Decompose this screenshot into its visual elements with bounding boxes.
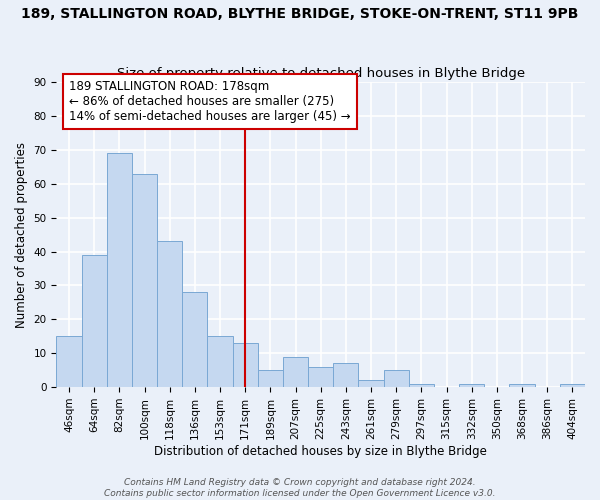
Bar — [82, 255, 107, 387]
Bar — [208, 336, 233, 387]
Text: 189 STALLINGTON ROAD: 178sqm
← 86% of detached houses are smaller (275)
14% of s: 189 STALLINGTON ROAD: 178sqm ← 86% of de… — [69, 80, 350, 124]
Y-axis label: Number of detached properties: Number of detached properties — [15, 142, 28, 328]
Bar — [107, 153, 132, 387]
Title: Size of property relative to detached houses in Blythe Bridge: Size of property relative to detached ho… — [116, 66, 525, 80]
Bar — [56, 336, 82, 387]
Bar — [509, 384, 535, 387]
Bar — [283, 356, 308, 387]
Bar — [308, 367, 333, 387]
Bar — [258, 370, 283, 387]
Text: Contains HM Land Registry data © Crown copyright and database right 2024.
Contai: Contains HM Land Registry data © Crown c… — [104, 478, 496, 498]
Bar — [409, 384, 434, 387]
Text: 189, STALLINGTON ROAD, BLYTHE BRIDGE, STOKE-ON-TRENT, ST11 9PB: 189, STALLINGTON ROAD, BLYTHE BRIDGE, ST… — [22, 8, 578, 22]
Bar — [233, 343, 258, 387]
Bar — [157, 242, 182, 387]
Bar — [383, 370, 409, 387]
Bar — [459, 384, 484, 387]
X-axis label: Distribution of detached houses by size in Blythe Bridge: Distribution of detached houses by size … — [154, 444, 487, 458]
Bar — [132, 174, 157, 387]
Bar — [182, 292, 208, 387]
Bar — [358, 380, 383, 387]
Bar — [333, 364, 358, 387]
Bar — [560, 384, 585, 387]
